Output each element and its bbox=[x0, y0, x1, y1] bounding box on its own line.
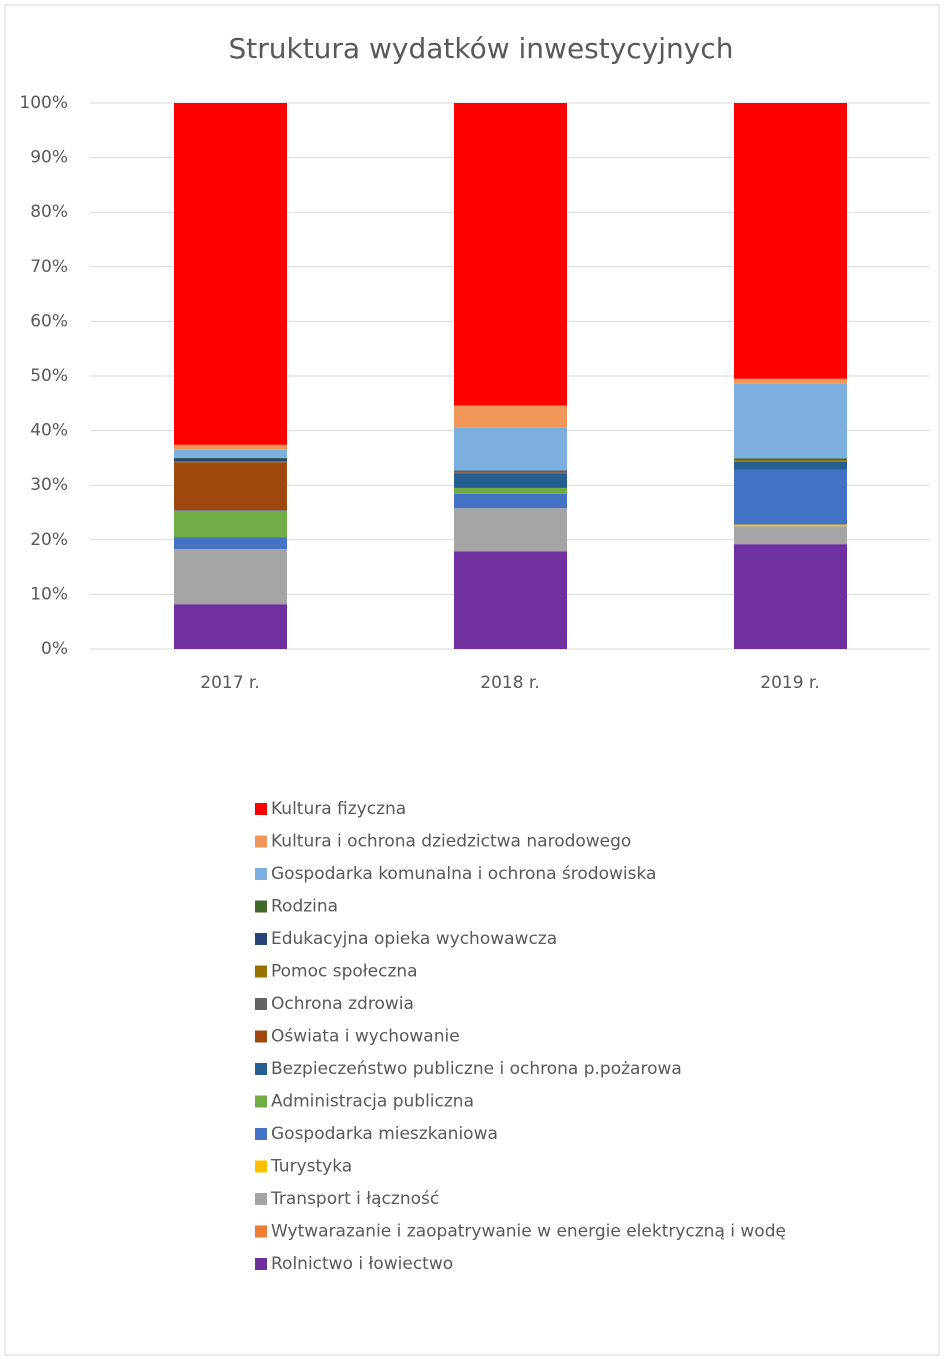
bar-segment bbox=[734, 103, 847, 379]
bar-segment bbox=[734, 469, 847, 525]
legend-label: Bezpieczeństwo publiczne i ochrona p.poż… bbox=[271, 1059, 682, 1079]
bar-segment bbox=[174, 444, 287, 450]
bar-segment bbox=[454, 405, 567, 428]
legend-swatch bbox=[255, 1193, 267, 1205]
bar-segment bbox=[174, 510, 287, 538]
y-tick-label: 70% bbox=[30, 257, 68, 277]
bar-segment bbox=[454, 473, 567, 488]
bar-segment bbox=[174, 510, 287, 511]
bar-segment bbox=[734, 458, 847, 461]
legend-swatch bbox=[255, 1128, 267, 1140]
bar-segment bbox=[734, 383, 847, 459]
legend-swatch bbox=[255, 1160, 267, 1173]
legend-swatch bbox=[255, 1225, 267, 1238]
legend-swatch bbox=[255, 933, 267, 945]
y-tick-label: 60% bbox=[30, 311, 68, 331]
bar-segment bbox=[174, 604, 287, 649]
legend-label: Turystyka bbox=[270, 1157, 352, 1177]
bar-segment bbox=[174, 549, 287, 605]
legend-swatch bbox=[255, 868, 267, 880]
y-tick-label: 20% bbox=[30, 530, 68, 550]
bar-segment bbox=[734, 378, 847, 384]
legend-label: Pomoc społeczna bbox=[271, 962, 418, 982]
legend-label: Administracja publiczna bbox=[271, 1092, 474, 1112]
legend-label: Kultura i ochrona dziedzictwa narodowego bbox=[271, 832, 631, 852]
y-tick-label: 50% bbox=[30, 366, 68, 386]
legend-swatch bbox=[255, 998, 267, 1010]
legend-swatch bbox=[255, 1063, 267, 1075]
bar-segment bbox=[174, 103, 287, 445]
y-tick-label: 90% bbox=[30, 148, 68, 168]
legend-label: Transport i łączność bbox=[270, 1189, 439, 1209]
y-tick-label: 80% bbox=[30, 202, 68, 222]
x-tick-label: 2018 r. bbox=[480, 673, 540, 693]
y-tick-label: 0% bbox=[41, 639, 68, 659]
legend-swatch bbox=[255, 1030, 267, 1043]
bar-segment bbox=[174, 457, 287, 459]
bar-segment bbox=[174, 462, 287, 511]
legend-swatch bbox=[255, 803, 267, 815]
legend-label: Gospodarka komunalna i ochrona środowisk… bbox=[271, 864, 656, 884]
bar-segment bbox=[174, 537, 287, 550]
legend-label: Gospodarka mieszkaniowa bbox=[271, 1124, 498, 1144]
legend-label: Oświata i wychowanie bbox=[271, 1027, 460, 1047]
bar-segment bbox=[174, 449, 287, 458]
legend-swatch bbox=[255, 835, 267, 848]
legend-label: Ochrona zdrowia bbox=[271, 994, 414, 1014]
legend-label: Edukacyjna opieka wychowawcza bbox=[271, 929, 557, 949]
y-tick-label: 40% bbox=[30, 421, 68, 441]
x-tick-label: 2019 r. bbox=[760, 673, 820, 693]
legend-label: Kultura fizyczna bbox=[271, 799, 406, 819]
chart-title: Struktura wydatków inwestycyjnych bbox=[228, 32, 733, 65]
y-tick-label: 100% bbox=[19, 93, 68, 113]
bar-segment bbox=[454, 551, 567, 649]
y-tick-label: 30% bbox=[30, 475, 68, 495]
x-tick-label: 2017 r. bbox=[200, 673, 260, 693]
bar-segment bbox=[734, 461, 847, 470]
bar-segment bbox=[734, 544, 847, 649]
bar-segment bbox=[734, 460, 847, 462]
legend-swatch bbox=[255, 1095, 267, 1108]
bar-segment bbox=[734, 526, 847, 545]
legend-swatch bbox=[255, 900, 267, 913]
legend-swatch bbox=[255, 965, 267, 978]
bar-segment bbox=[734, 524, 847, 527]
bar-segment bbox=[174, 461, 287, 463]
bar-segment bbox=[174, 458, 287, 462]
bar-segment bbox=[454, 487, 567, 494]
bar-segment bbox=[454, 493, 567, 509]
bar-segment bbox=[454, 472, 567, 474]
legend-swatch bbox=[255, 1258, 267, 1270]
y-tick-label: 10% bbox=[30, 584, 68, 604]
legend-label: Rolnictwo i łowiectwo bbox=[271, 1254, 453, 1274]
bar-segment bbox=[454, 103, 567, 406]
bar-segment bbox=[454, 470, 567, 473]
legend-label: Wytwarazanie i zaopatrywanie w energie e… bbox=[271, 1222, 786, 1242]
bar-segment bbox=[454, 508, 567, 552]
legend-label: Rodzina bbox=[271, 897, 338, 917]
bar-segment bbox=[454, 427, 567, 471]
